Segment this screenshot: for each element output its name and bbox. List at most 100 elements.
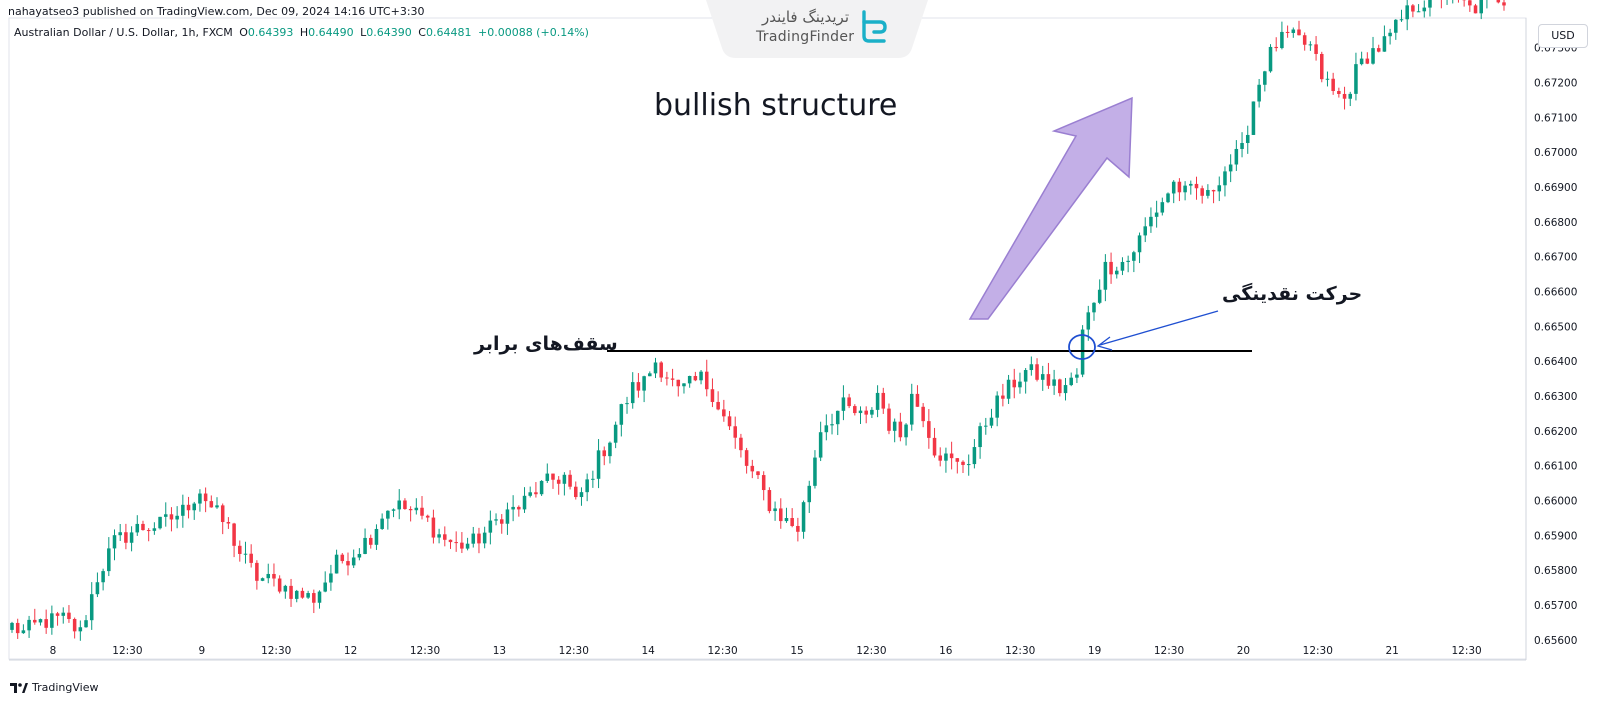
candle-up: [89, 594, 94, 621]
candle-up: [1428, 0, 1432, 8]
price-tick-label: 0.66800: [1534, 217, 1577, 229]
symbol-name[interactable]: Australian Dollar / U.S. Dollar, 1h, FXC…: [14, 26, 233, 39]
currency-selector[interactable]: USD: [1538, 24, 1588, 48]
candle-up: [699, 371, 703, 381]
candle-up: [357, 553, 362, 558]
candle-down: [1058, 379, 1062, 394]
candle-up: [465, 543, 470, 549]
time-tick-label: 12:30: [707, 645, 737, 657]
candle-up: [1359, 58, 1364, 65]
candle-down: [226, 522, 231, 524]
time-tick-label: 12:30: [112, 645, 142, 657]
candle-up: [135, 523, 140, 533]
candle-down: [67, 612, 71, 619]
candle-up: [50, 613, 54, 628]
candle-up: [329, 573, 333, 583]
candle-down: [887, 408, 891, 431]
candle-down: [767, 490, 772, 512]
candle-up: [835, 410, 840, 425]
candle-up: [1257, 84, 1261, 102]
price-tick-label: 0.67200: [1534, 77, 1577, 89]
candle-down: [744, 450, 749, 466]
candle-up: [181, 504, 185, 516]
candle-up: [682, 383, 686, 387]
candle-up: [391, 509, 396, 511]
symbol-legend: Australian Dollar / U.S. Dollar, 1h, FXC…: [14, 26, 589, 39]
tradingview-logo-icon: [10, 682, 28, 693]
candle-up: [511, 506, 515, 510]
candle-down: [340, 554, 345, 562]
price-axis: 0.673000.672000.671000.670000.669000.668…: [1534, 43, 1577, 647]
candle-down: [1365, 58, 1370, 64]
candle-down: [636, 382, 641, 391]
candle-down: [1496, 0, 1501, 3]
price-tick-label: 0.66500: [1534, 321, 1577, 333]
candle-down: [568, 474, 572, 487]
candle-up: [1080, 329, 1085, 375]
candle-up: [858, 410, 863, 414]
candle-up: [112, 535, 117, 549]
candle-up: [562, 474, 567, 484]
candle-up: [944, 453, 948, 461]
candle-down: [1342, 93, 1347, 99]
time-tick-label: 12:30: [1303, 645, 1333, 657]
candle-up: [1114, 270, 1119, 275]
price-tick-label: 0.66000: [1534, 495, 1577, 507]
time-tick-label: 21: [1386, 645, 1399, 657]
candle-up: [95, 582, 100, 595]
candle-down: [790, 518, 794, 526]
candle-up: [545, 473, 550, 481]
candle-up: [1143, 226, 1148, 236]
candle-up: [989, 417, 994, 426]
candle-down: [249, 553, 253, 563]
candle-down: [1046, 374, 1051, 386]
candle-up: [608, 442, 612, 457]
candle-up: [437, 534, 441, 538]
time-axis: 8 12:30 9 12:30 12 12:30 13 12:30 14 12:30 15 12:30…: [50, 645, 1482, 657]
time-tick-label: 13: [493, 645, 506, 657]
candle-down: [761, 475, 766, 491]
candle-down: [232, 523, 236, 546]
candle-up: [1240, 143, 1244, 149]
candle-down: [368, 537, 373, 545]
candle-down: [141, 523, 145, 531]
candle-up: [966, 464, 971, 466]
candle-up: [306, 593, 310, 598]
candle-up: [215, 505, 219, 508]
candle-up: [243, 553, 248, 555]
candle-up: [505, 509, 510, 524]
candle-up: [813, 457, 817, 486]
candle-up: [773, 508, 777, 512]
candle-down: [961, 461, 965, 465]
candle-down: [289, 585, 293, 599]
candle-down: [949, 453, 954, 459]
time-tick-label: 20: [1237, 645, 1250, 657]
candle-up: [648, 373, 652, 377]
candle-up: [972, 447, 977, 465]
candle-up: [995, 395, 999, 418]
candle-up: [1092, 302, 1096, 313]
candle-up: [260, 578, 265, 581]
brand-tab-shape: [706, 0, 928, 58]
candle-up: [175, 515, 179, 520]
candle-up: [585, 479, 589, 493]
candle-down: [1337, 91, 1341, 94]
footer-branding[interactable]: TradingView: [10, 681, 98, 694]
candle-up: [1228, 164, 1233, 172]
candle-up: [1422, 7, 1427, 12]
candle-up: [1183, 185, 1187, 193]
candle-down: [881, 392, 886, 409]
candles-layer: [10, 0, 1506, 641]
annotation-title: bullish structure: [654, 88, 898, 123]
candle-up: [78, 627, 83, 632]
candle-down: [676, 379, 681, 387]
candle-up: [1023, 370, 1028, 382]
candle-up: [1018, 381, 1022, 388]
annotation-liquidity-move: حرکت نقدینگی: [1222, 283, 1363, 305]
time-tick-label: 8: [50, 645, 57, 657]
candle-down: [1211, 190, 1216, 192]
price-tick-label: 0.65700: [1534, 600, 1577, 612]
time-tick-label: 12:30: [1451, 645, 1481, 657]
candle-down: [534, 492, 538, 495]
